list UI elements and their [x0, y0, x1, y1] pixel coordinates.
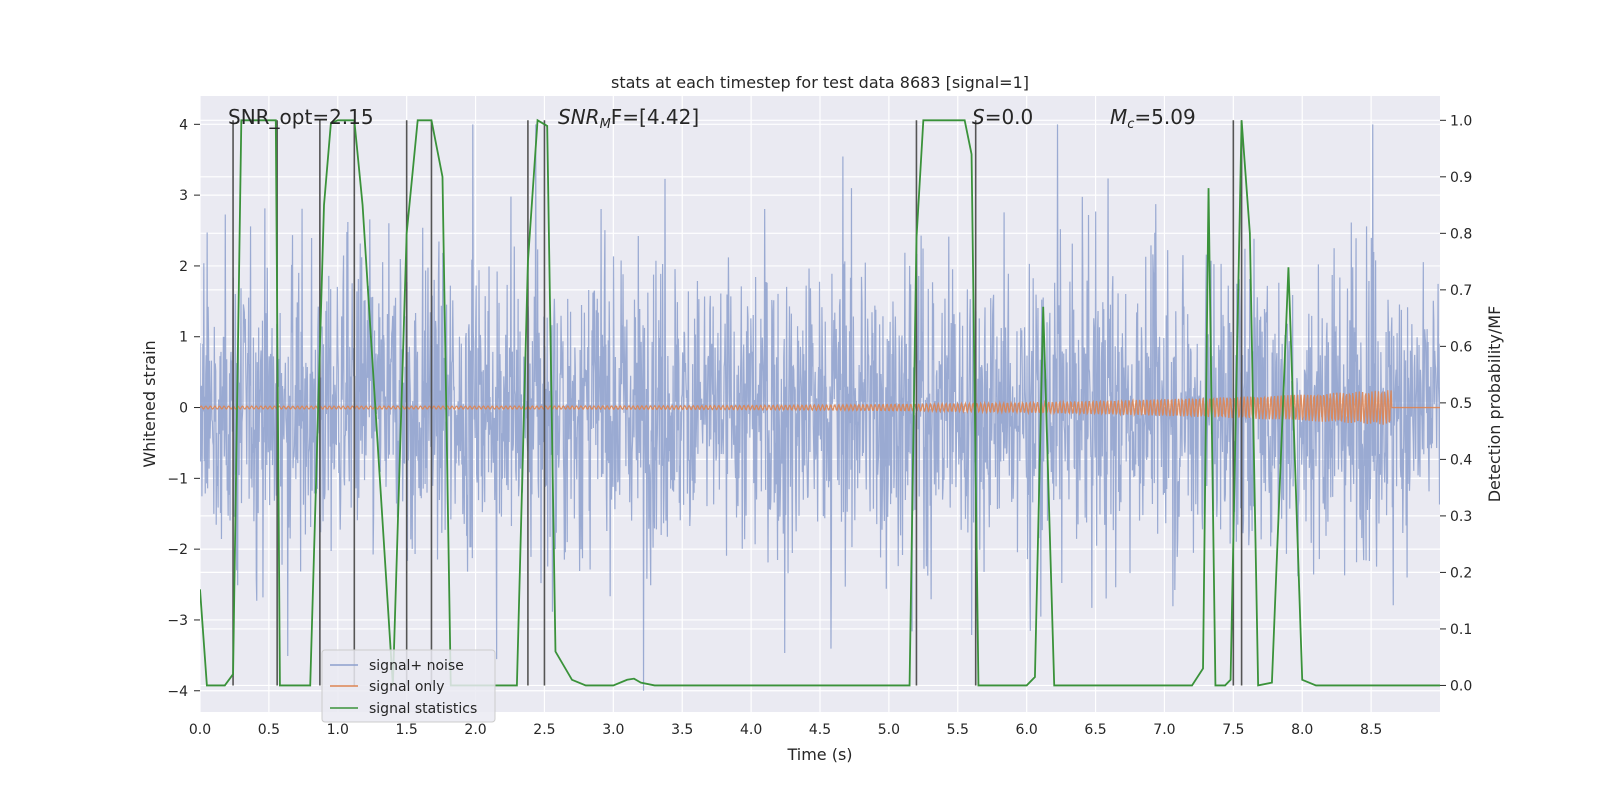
x-tick-label: 5.0 [878, 722, 900, 738]
y-right-tick-label: 0.0 [1450, 678, 1472, 694]
x-tick-label: 3.0 [602, 722, 624, 738]
y-tick-label: 2 [179, 259, 188, 275]
plot-content [200, 118, 1440, 691]
y-tick-label: 3 [179, 188, 188, 204]
y-tick-label: −2 [167, 542, 188, 558]
y-right-tick-label: 0.4 [1450, 452, 1472, 468]
chart-title: stats at each timestep for test data 868… [611, 73, 1029, 92]
x-tick-label: 1.5 [396, 722, 418, 738]
legend: signal+ noise signal only signal statist… [321, 649, 496, 723]
annotation-chirp-mass: Mc=5.09 [1110, 105, 1196, 132]
y-tick-label: −3 [167, 613, 188, 629]
annotation-snr-opt: SNR_opt=2.15 [228, 105, 374, 129]
series-signal-statistics [200, 118, 1440, 687]
y-right-tick-label: 0.1 [1450, 622, 1472, 638]
y-axis-label: Whitened strain [140, 340, 159, 467]
y-axis-right: 0.0 0.1 0.2 0.3 0.4 0.5 0.6 0.7 0.8 0.9 1.0 [1440, 113, 1472, 694]
y-axis-label-right: Detection probability/MF [1485, 306, 1504, 503]
x-tick-label: 4.5 [809, 722, 831, 738]
x-tick-label: 0.0 [189, 722, 211, 738]
series-signal-only [200, 390, 1440, 425]
y-axis-left: −4 −3 −2 −1 0 1 2 3 4 [167, 117, 200, 700]
x-tick-label: 5.5 [947, 722, 969, 738]
y-tick-label: 4 [179, 117, 188, 133]
x-axis-label: Time (s) [786, 745, 852, 764]
y-right-tick-label: 0.9 [1450, 170, 1472, 186]
y-right-tick-label: 0.7 [1450, 283, 1472, 299]
legend-label-signal-noise: signal+ noise [369, 658, 464, 674]
x-axis: 0.0 0.5 1.0 1.5 2.0 2.5 3.0 3.5 4.0 4.5 5.0 5.5 6.0 6… [189, 722, 1382, 738]
y-tick-label: −1 [167, 471, 188, 487]
x-tick-label: 8.5 [1360, 722, 1382, 738]
y-right-tick-label: 1.0 [1450, 113, 1472, 129]
x-tick-label: 7.0 [1153, 722, 1175, 738]
x-tick-label: 6.5 [1084, 722, 1106, 738]
x-tick-label: 7.5 [1222, 722, 1244, 738]
annotation-s: S=0.0 [972, 105, 1033, 129]
x-tick-label: 1.0 [327, 722, 349, 738]
legend-box [321, 649, 496, 723]
y-right-tick-label: 0.5 [1450, 396, 1472, 412]
y-right-tick-label: 0.6 [1450, 339, 1472, 355]
y-right-tick-label: 0.8 [1450, 226, 1472, 242]
y-right-tick-label: 0.2 [1450, 565, 1472, 581]
annotation-snr-mf: SNRMF=[4.42] [558, 105, 699, 132]
x-tick-label: 6.0 [1016, 722, 1038, 738]
legend-label-signal-only: signal only [369, 679, 444, 695]
y-tick-label: −4 [167, 684, 188, 700]
x-tick-label: 3.5 [671, 722, 693, 738]
x-tick-label: 8.0 [1291, 722, 1313, 738]
y-tick-label: 1 [179, 330, 188, 346]
y-right-tick-label: 0.3 [1450, 509, 1472, 525]
x-tick-label: 0.5 [258, 722, 280, 738]
y-tick-label: 0 [179, 401, 188, 417]
legend-label-signal-statistics: signal statistics [369, 701, 477, 717]
x-tick-label: 2.5 [533, 722, 555, 738]
x-tick-label: 2.0 [464, 722, 486, 738]
x-tick-label: 4.0 [740, 722, 762, 738]
